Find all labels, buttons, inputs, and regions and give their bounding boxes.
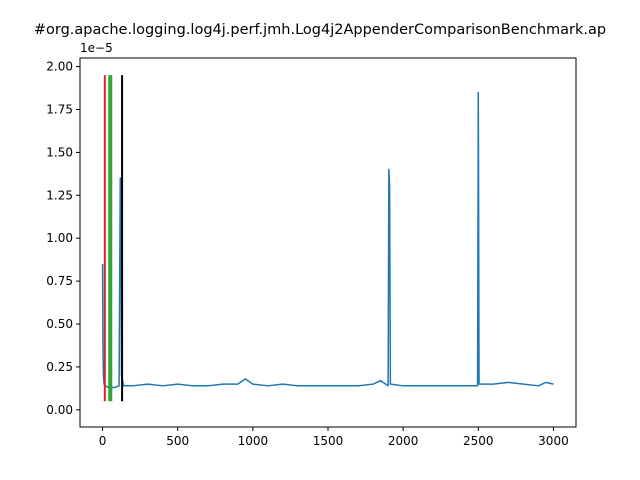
x-tick-label-6: 3000 [538,434,569,448]
plot-area [101,75,554,402]
y-axis: 0.00 0.25 0.50 0.75 1.00 1.25 1.50 1.75 2.00 [46,60,80,417]
x-tick-label-3: 1500 [313,434,344,448]
y-tick-label-8: 2.00 [46,60,73,74]
y-tick-label-4: 1.00 [46,231,73,245]
y-tick-label-0: 0.00 [46,403,73,417]
axes-frame [79,57,577,428]
y-tick-label-5: 1.25 [46,188,73,202]
y-tick-label-3: 0.75 [46,274,73,288]
y-tick-label-6: 1.50 [46,145,73,159]
x-axis: 0 500 1000 1500 2000 2500 3000 [99,427,569,448]
y-offset-label: 1e−5 [80,41,113,55]
x-tick-label-5: 2500 [463,434,494,448]
x-tick-label-0: 0 [99,434,107,448]
chart-title: #org.apache.logging.log4j.perf.jmh.Log4j… [34,22,606,38]
series-line-0 [101,91,554,389]
y-tick-label-2: 0.50 [46,317,73,331]
y-tick-label-1: 0.25 [46,360,73,374]
x-tick-label-4: 2000 [388,434,419,448]
y-tick-label-7: 1.75 [46,102,73,116]
x-tick-label-2: 1000 [238,434,269,448]
x-tick-label-1: 500 [166,434,189,448]
